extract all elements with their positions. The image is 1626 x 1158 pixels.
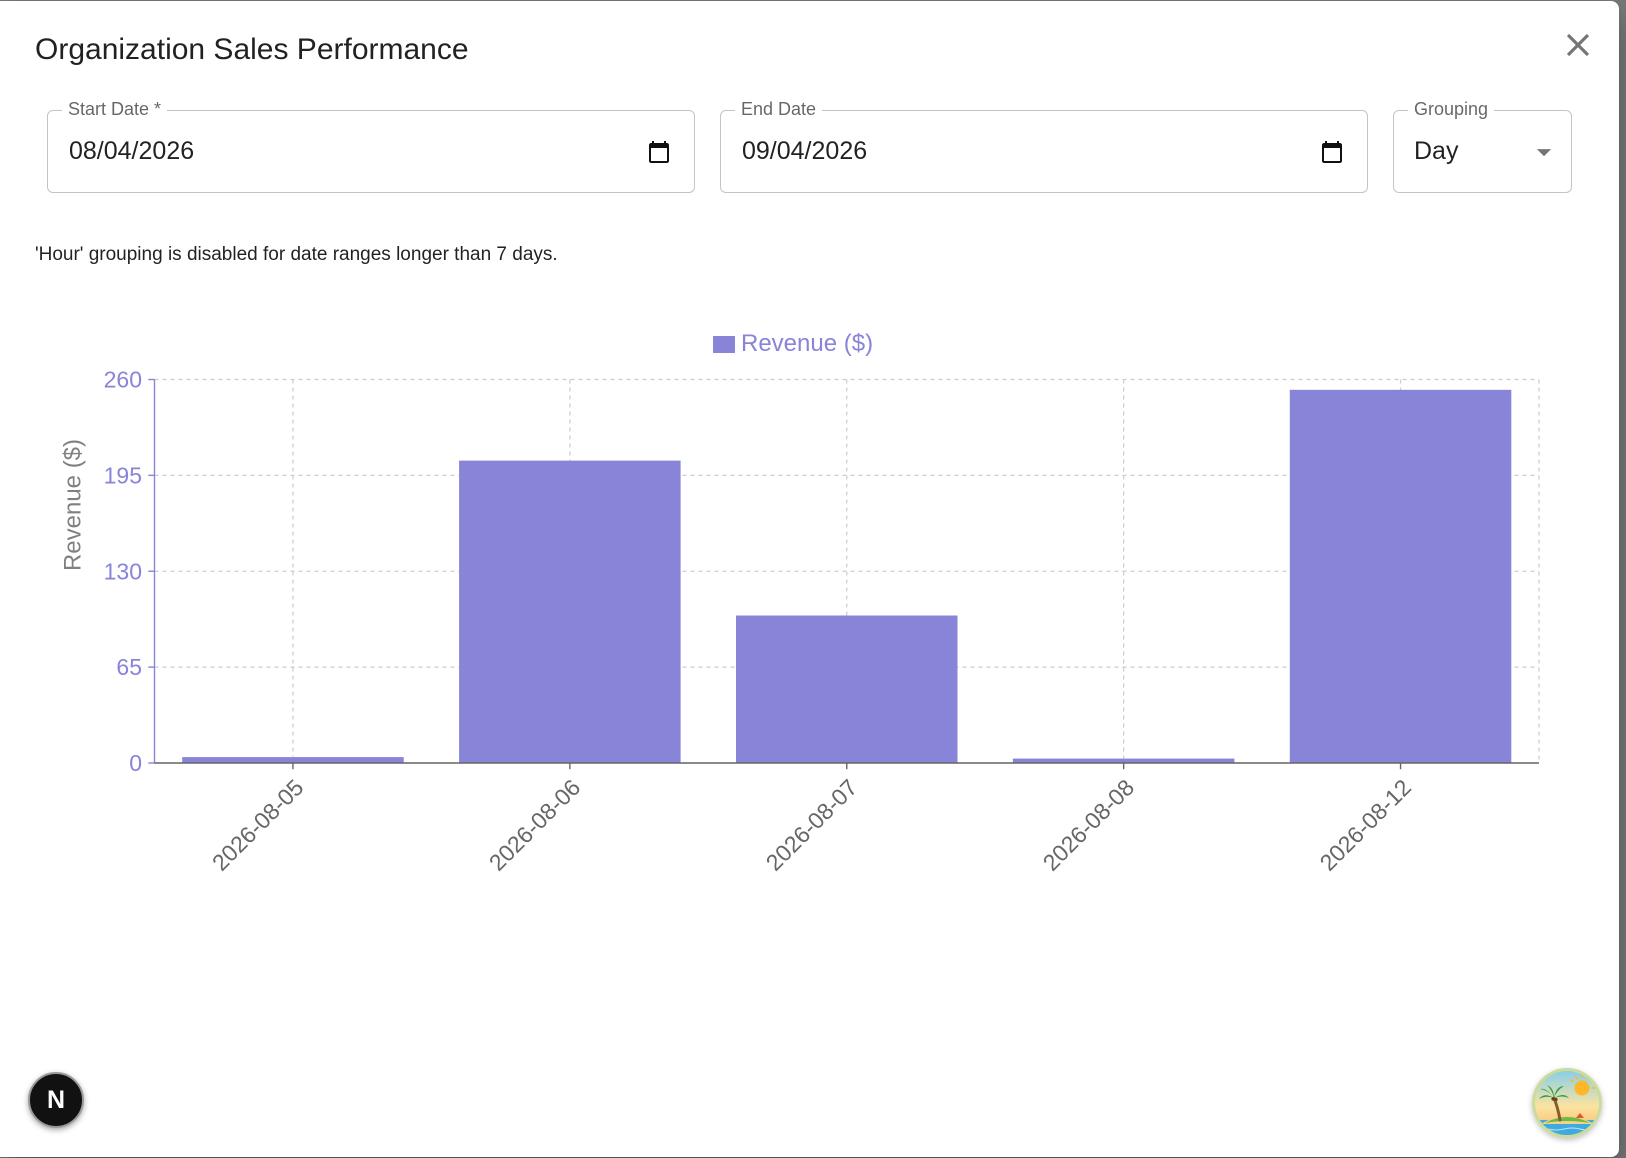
start-date-input[interactable]	[69, 111, 625, 192]
calendar-icon[interactable]	[1320, 140, 1344, 164]
start-date-field: Start Date *	[47, 98, 695, 193]
revenue-bar	[735, 615, 958, 763]
dev-tools-badge[interactable]: N	[28, 1072, 84, 1128]
grouping-selected-value: Day	[1414, 137, 1459, 165]
x-tick-label: 2026-08-12	[1315, 774, 1417, 876]
end-date-field: End Date	[720, 98, 1368, 193]
calendar-icon[interactable]	[647, 140, 671, 164]
x-tick-label: 2026-08-06	[484, 774, 586, 876]
dialog-title: Organization Sales Performance	[35, 33, 469, 66]
y-tick-label: 195	[104, 462, 142, 488]
revenue-bar	[1289, 389, 1512, 763]
x-tick-label: 2026-08-07	[761, 774, 863, 876]
y-axis-label: Revenue ($)	[60, 439, 87, 571]
island-avatar-button[interactable]	[1532, 1068, 1602, 1138]
dev-badge-letter: N	[46, 1085, 66, 1114]
close-button[interactable]	[1556, 23, 1600, 67]
legend-label: Revenue ($)	[741, 330, 874, 357]
close-icon[interactable]	[1559, 26, 1597, 64]
y-tick-label: 0	[129, 750, 142, 776]
island-avatar-icon	[1532, 1068, 1602, 1138]
x-tick-label: 2026-08-05	[207, 774, 309, 876]
arrow-drop-down-icon[interactable]	[1527, 135, 1561, 169]
end-date-input[interactable]	[742, 111, 1298, 192]
y-tick-label: 260	[104, 367, 142, 393]
grouping-helper-text: 'Hour' grouping is disabled for date ran…	[35, 244, 558, 265]
legend-swatch	[713, 335, 735, 353]
revenue-bar	[459, 460, 681, 763]
revenue-bar	[182, 757, 404, 763]
chart-bars	[182, 389, 1512, 763]
grouping-label: Grouping	[1408, 98, 1495, 120]
revenue-bar-chart: 0 65 130 195 260 2026-08-05 2026-08-06 2026-08-…	[60, 367, 1540, 876]
y-tick-label: 130	[104, 558, 142, 584]
x-tick-label: 2026-08-08	[1038, 774, 1140, 876]
grouping-select[interactable]: Grouping Day	[1393, 98, 1572, 193]
y-tick-label: 65	[116, 654, 142, 680]
revenue-bar	[1012, 758, 1235, 763]
chart-legend: Revenue ($)	[713, 330, 873, 358]
